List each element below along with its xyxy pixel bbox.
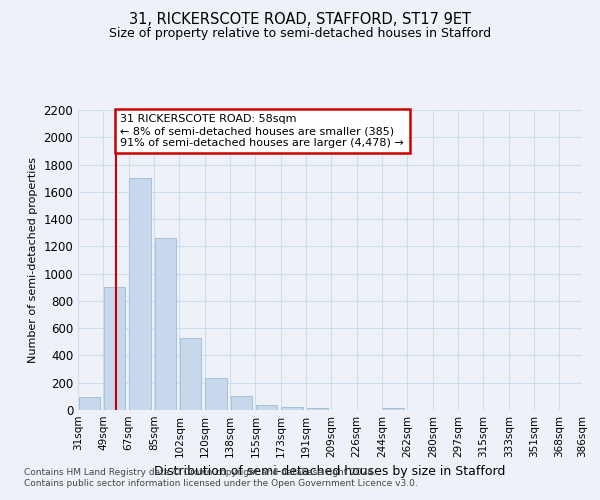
- Text: Size of property relative to semi-detached houses in Stafford: Size of property relative to semi-detach…: [109, 28, 491, 40]
- Bar: [155, 238, 176, 410]
- Bar: [129, 178, 151, 410]
- X-axis label: Distribution of semi-detached houses by size in Stafford: Distribution of semi-detached houses by …: [154, 466, 506, 478]
- Text: 31, RICKERSCOTE ROAD, STAFFORD, ST17 9ET: 31, RICKERSCOTE ROAD, STAFFORD, ST17 9ET: [129, 12, 471, 28]
- Bar: [230, 396, 252, 410]
- Text: Contains HM Land Registry data © Crown copyright and database right 2024.
Contai: Contains HM Land Registry data © Crown c…: [24, 468, 418, 487]
- Bar: [104, 288, 125, 410]
- Bar: [180, 338, 202, 410]
- Bar: [307, 408, 328, 410]
- Y-axis label: Number of semi-detached properties: Number of semi-detached properties: [28, 157, 38, 363]
- Bar: [281, 408, 302, 410]
- Bar: [256, 404, 277, 410]
- Bar: [383, 408, 404, 410]
- Text: 31 RICKERSCOTE ROAD: 58sqm
← 8% of semi-detached houses are smaller (385)
91% of: 31 RICKERSCOTE ROAD: 58sqm ← 8% of semi-…: [120, 114, 404, 148]
- Bar: [79, 398, 100, 410]
- Bar: [205, 378, 227, 410]
